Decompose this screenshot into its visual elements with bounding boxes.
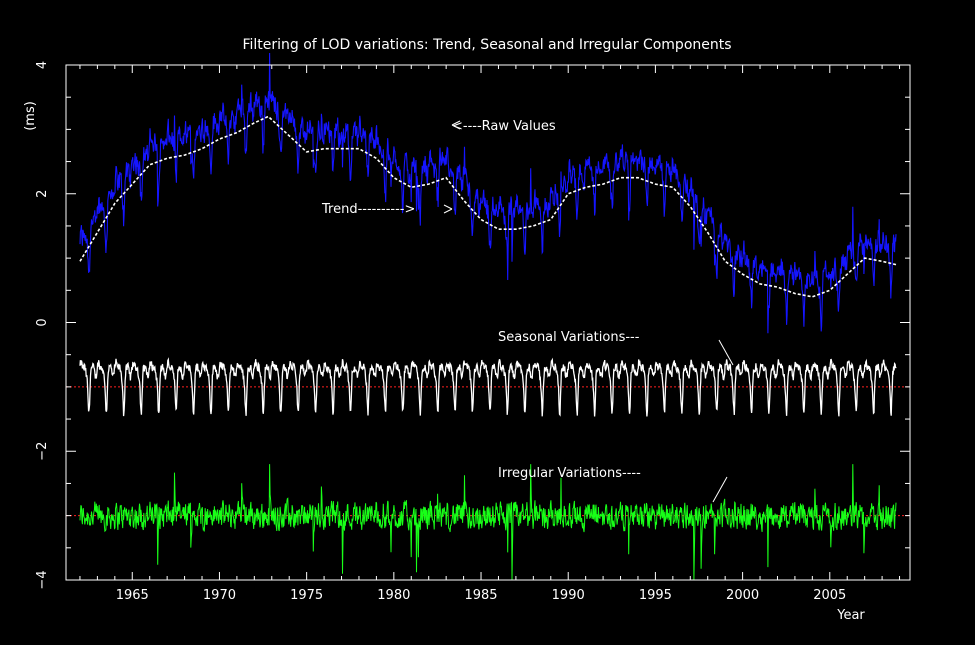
seasonal-label: Seasonal Variations--- [498, 330, 640, 345]
x-tick-label: 1985 [464, 588, 497, 603]
x-tick-label: 1980 [377, 588, 410, 603]
seasonal-pointer [718, 339, 734, 366]
x-tick-label: 1965 [116, 588, 149, 603]
x-tick-label: 1970 [203, 588, 236, 603]
raw-series-group [79, 52, 897, 334]
trend-series-group [79, 115, 897, 298]
x-axis-label: Year [836, 608, 865, 623]
y-tick-label: −4 [35, 570, 50, 589]
y-tick-label: −2 [35, 442, 50, 461]
x-tick-label: 2000 [726, 588, 759, 603]
y-tick-label: 4 [35, 61, 50, 69]
y-axis-label: (ms) [23, 101, 38, 131]
trend-line [79, 115, 897, 298]
x-tick-label: 1990 [552, 588, 585, 603]
irregular-variations-line [79, 464, 897, 581]
irregular-label: Irregular Variations---- [498, 466, 641, 481]
chart-title: Filtering of LOD variations: Trend, Seas… [242, 37, 731, 53]
x-tick-label: 1995 [639, 588, 672, 603]
irregular-series-group [79, 464, 897, 581]
raw-values-line [79, 52, 897, 334]
irregular-pointer [712, 476, 728, 503]
trend-label: Trend----------> [321, 202, 415, 217]
seasonal-variations-line [79, 357, 897, 417]
y-tick-label: 0 [35, 318, 50, 326]
y-tick-label: 2 [35, 190, 50, 198]
x-tick-label: 2005 [813, 588, 846, 603]
x-tick-label: 1975 [290, 588, 323, 603]
trend-arrowhead [443, 204, 453, 214]
raw-values-arrowhead [451, 120, 461, 130]
axes: 1965 1970 1975 1980 1985 1990 1995 2000 2005 4 2 0 −… [35, 61, 911, 603]
annotations: <----Raw Values Trend----------> Seasona… [321, 119, 734, 503]
raw-values-label: <----Raw Values [452, 119, 556, 134]
seasonal-series-group [79, 357, 897, 417]
